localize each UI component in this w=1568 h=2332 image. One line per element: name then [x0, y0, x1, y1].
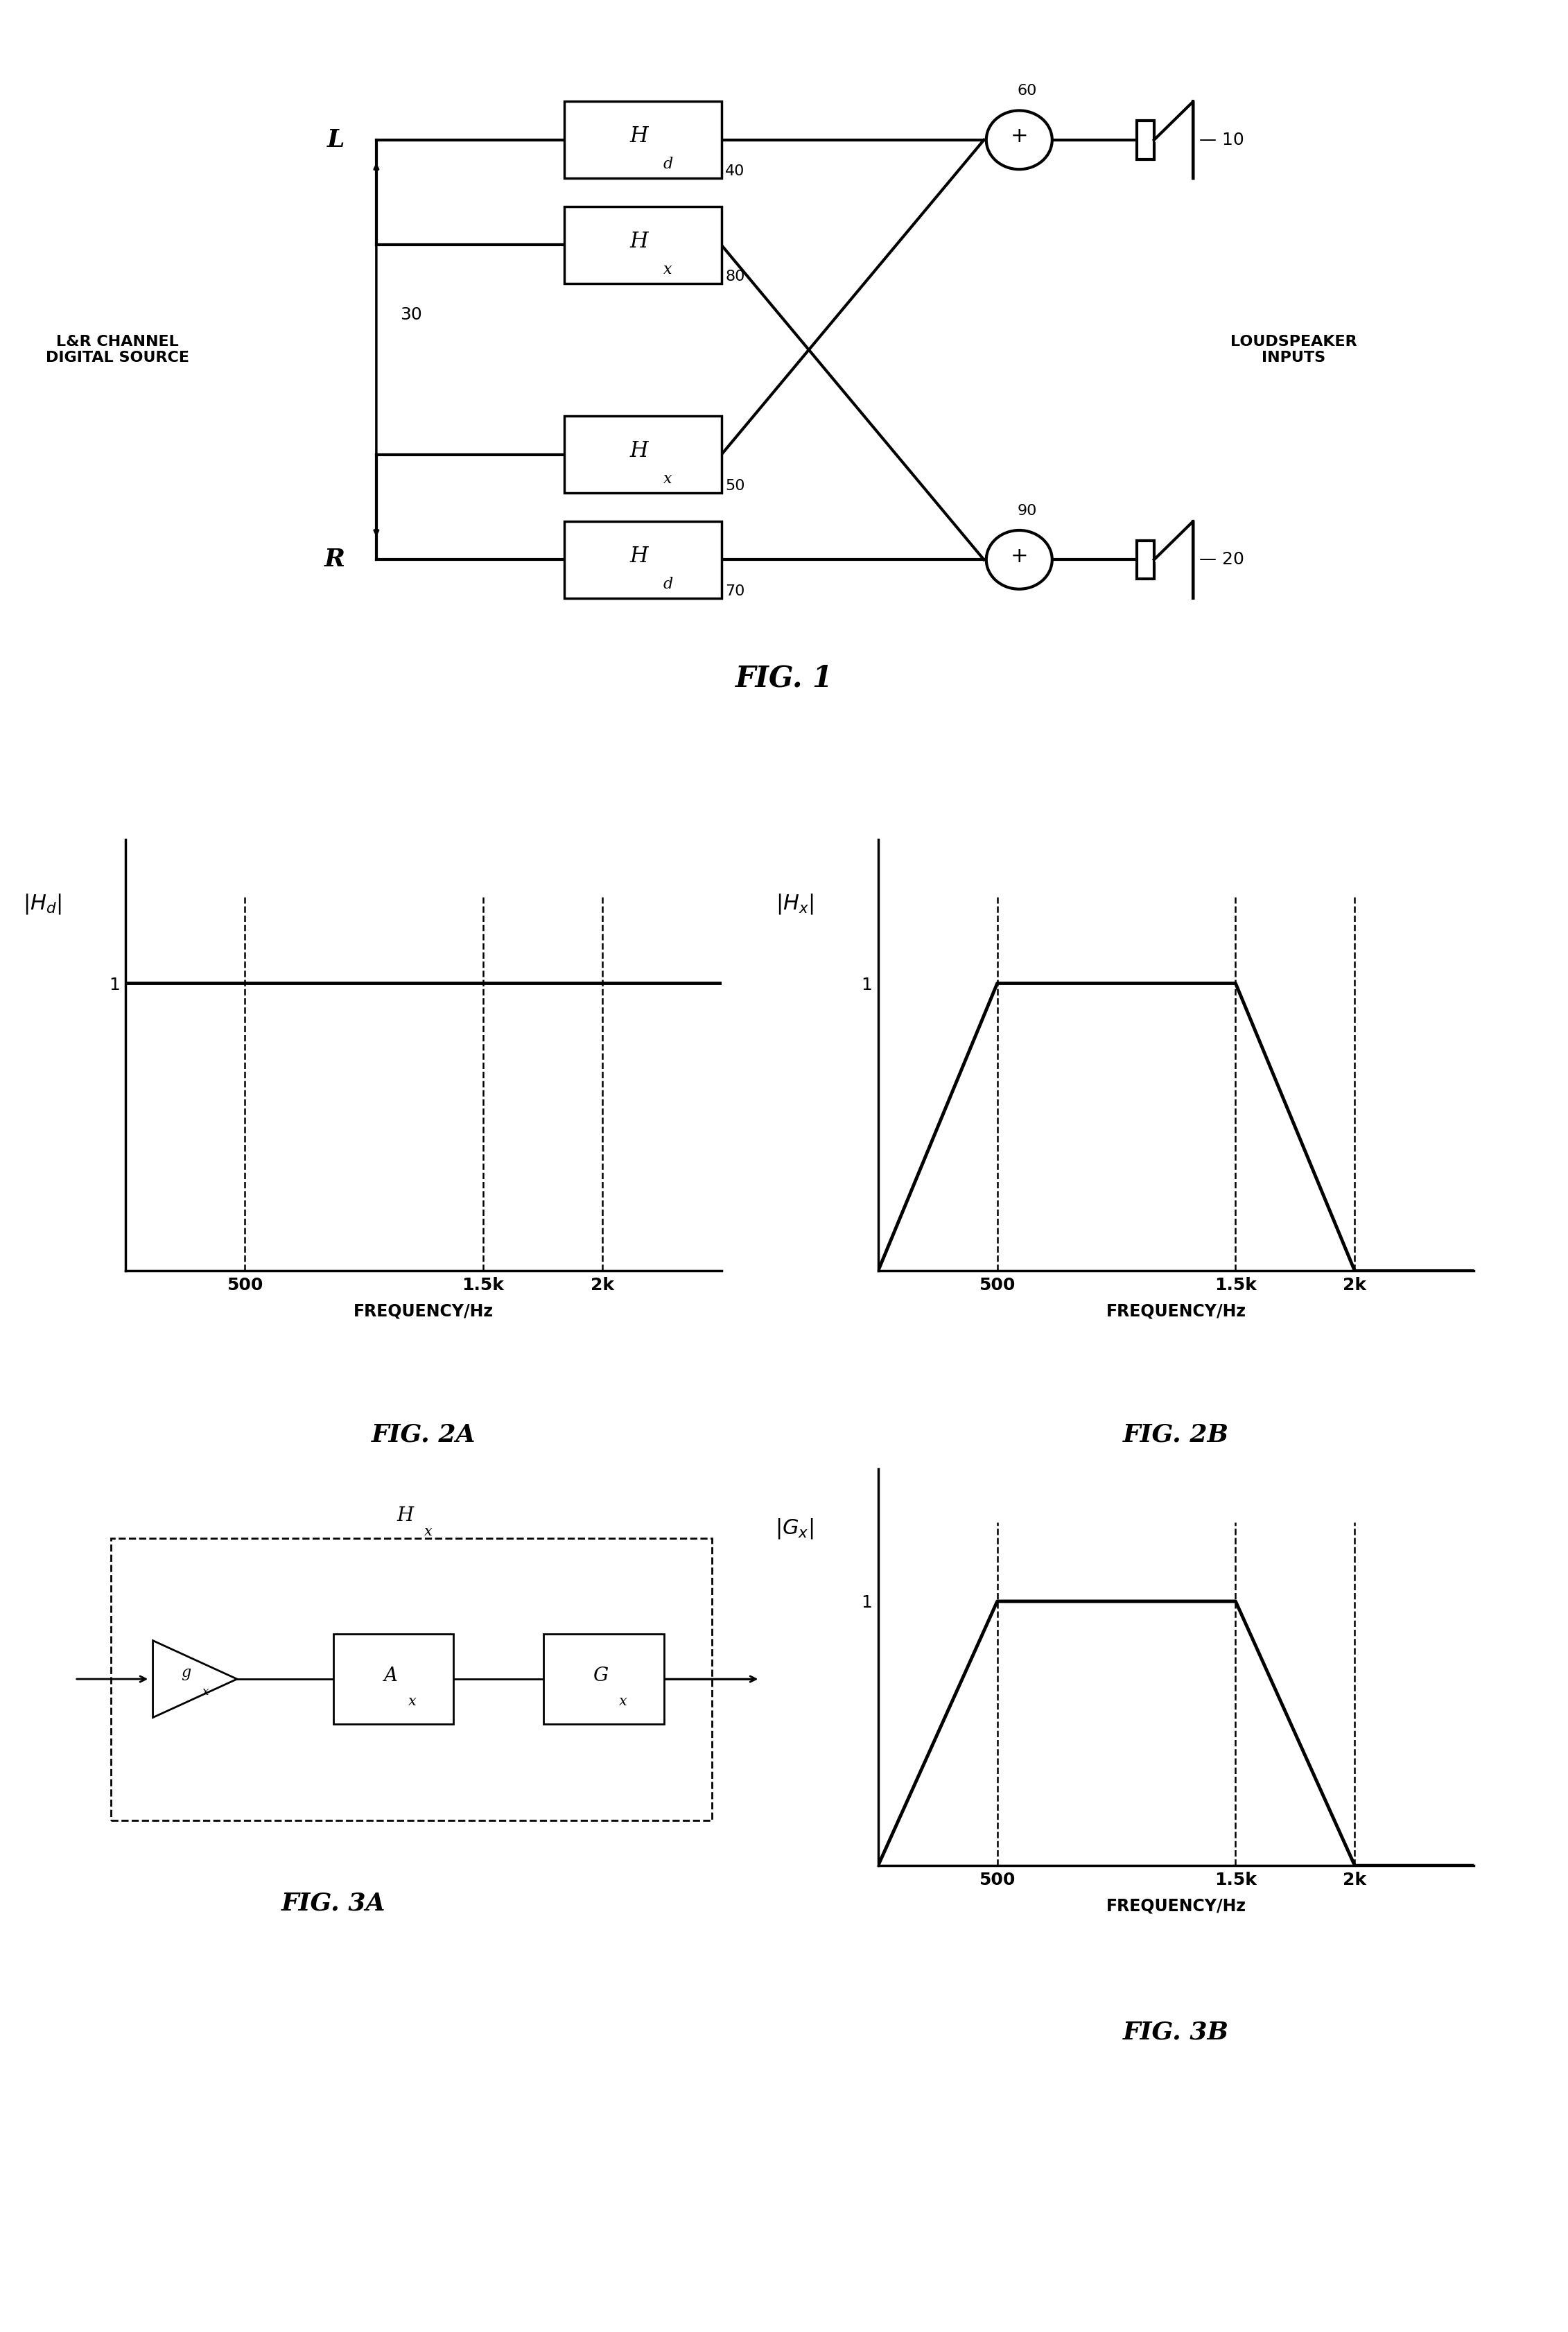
- Text: 70: 70: [726, 585, 745, 597]
- Text: FIG. 1: FIG. 1: [735, 665, 833, 693]
- Text: +: +: [1010, 546, 1029, 567]
- Text: H: H: [630, 546, 648, 567]
- Text: H: H: [630, 231, 648, 252]
- Text: R: R: [325, 548, 345, 571]
- Bar: [1137, 121, 1154, 159]
- Text: x: x: [202, 1686, 209, 1698]
- Bar: [332, 1635, 453, 1723]
- Text: 30: 30: [400, 305, 422, 324]
- Text: d: d: [663, 156, 673, 173]
- Text: G: G: [593, 1667, 608, 1686]
- Bar: [564, 417, 721, 494]
- Text: 40: 40: [726, 166, 745, 177]
- Text: — 10: — 10: [1200, 131, 1245, 149]
- Text: 50: 50: [726, 480, 745, 492]
- Text: 90: 90: [1018, 504, 1036, 518]
- Text: $|H_d|$: $|H_d|$: [22, 893, 61, 916]
- Circle shape: [986, 529, 1052, 590]
- Text: L&R CHANNEL
DIGITAL SOURCE: L&R CHANNEL DIGITAL SOURCE: [45, 336, 190, 364]
- X-axis label: FREQUENCY/Hz: FREQUENCY/Hz: [1105, 1898, 1247, 1915]
- Text: +: +: [1010, 126, 1029, 147]
- Polygon shape: [154, 1642, 237, 1716]
- Text: FIG. 3B: FIG. 3B: [1123, 2020, 1229, 2043]
- Text: H: H: [630, 126, 648, 147]
- Text: x: x: [619, 1695, 627, 1707]
- Text: d: d: [663, 576, 673, 592]
- Text: 60: 60: [1018, 84, 1036, 98]
- Text: 80: 80: [726, 271, 745, 282]
- Text: L: L: [328, 128, 345, 152]
- Text: H: H: [397, 1506, 414, 1525]
- Text: x: x: [663, 261, 673, 278]
- Text: FIG. 2B: FIG. 2B: [1123, 1423, 1229, 1446]
- Bar: [1137, 541, 1154, 578]
- Text: — 20: — 20: [1200, 550, 1245, 569]
- Bar: [544, 1635, 663, 1723]
- Text: $|H_x|$: $|H_x|$: [776, 893, 814, 916]
- Text: A: A: [383, 1667, 397, 1686]
- X-axis label: FREQUENCY/Hz: FREQUENCY/Hz: [353, 1304, 494, 1320]
- X-axis label: FREQUENCY/Hz: FREQUENCY/Hz: [1105, 1304, 1247, 1320]
- Polygon shape: [1154, 100, 1193, 180]
- Text: g: g: [180, 1665, 191, 1681]
- Text: H: H: [630, 441, 648, 462]
- Text: x: x: [663, 471, 673, 487]
- Text: FIG. 3A: FIG. 3A: [281, 1891, 386, 1915]
- Text: x: x: [423, 1525, 433, 1539]
- Text: FIG. 2A: FIG. 2A: [372, 1423, 475, 1446]
- Text: x: x: [409, 1695, 417, 1707]
- Text: $|G_x|$: $|G_x|$: [775, 1516, 814, 1541]
- Bar: [564, 522, 721, 599]
- Polygon shape: [1154, 522, 1193, 599]
- Bar: [111, 1539, 712, 1819]
- Bar: [564, 100, 721, 180]
- Text: LOUDSPEAKER
INPUTS: LOUDSPEAKER INPUTS: [1231, 336, 1356, 364]
- Bar: [564, 208, 721, 285]
- Circle shape: [986, 110, 1052, 170]
